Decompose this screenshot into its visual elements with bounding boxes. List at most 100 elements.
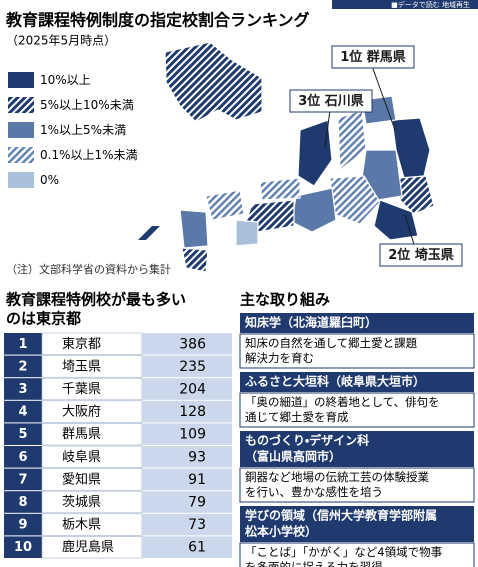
rank: 4: [18, 405, 27, 420]
initiatives-title: 主な取り組み: [240, 291, 330, 309]
map-label-box: [331, 45, 415, 69]
initiative-heading-bg: [240, 431, 474, 467]
school-count: 93: [188, 449, 206, 465]
prefecture: 千葉県: [62, 382, 101, 397]
rank: 8: [18, 495, 27, 510]
school-count: 61: [188, 540, 206, 556]
legend-label: 5%以上10%未満: [40, 98, 134, 112]
map: [164, 41, 435, 273]
initiative-heading: 学びの領域（信州大学教育学部附属: [245, 508, 437, 523]
note: （注）文部科学省の資料から集計: [6, 262, 171, 276]
school-count: 109: [179, 427, 206, 443]
rank-cell: [4, 378, 42, 400]
value-cell: [142, 355, 232, 378]
initiative-heading-bg: [240, 506, 474, 542]
legend-swatch: [8, 97, 34, 113]
initiative-body: 「ことば」「かがく」など4領域で物事: [245, 545, 442, 559]
legend-label: 10%以上: [40, 73, 91, 87]
rank: 5: [18, 427, 27, 442]
initiative-body-bg: [239, 467, 475, 503]
rank-cell: [4, 423, 42, 445]
prefecture: 愛知県: [62, 471, 101, 487]
legend-label: 0%: [40, 173, 59, 187]
value-cell: [142, 333, 232, 355]
okinawa-inset-marker: [138, 226, 160, 240]
school-count: 79: [188, 495, 206, 511]
rank: 3: [18, 382, 27, 397]
value-cell: [142, 423, 232, 445]
ranking-title: のは東京都: [6, 310, 81, 328]
initiative-body-bg: [239, 542, 475, 567]
initiative-heading: ものづくり・デザイン科: [245, 433, 369, 448]
prefecture: 茨城県: [62, 495, 101, 510]
title: 教育課程特例制度の指定校割合ランキング: [5, 11, 310, 30]
initiative-body: 通じて郷土愛を育成: [245, 410, 349, 424]
banner: ■データで読む 地域再生: [391, 0, 470, 9]
ranking-title: 教育課程特例校が最も多い: [5, 291, 186, 309]
prefecture: 岐阜県: [62, 449, 101, 465]
map-label: 1位 群馬県: [340, 49, 406, 65]
map-label-box: [289, 89, 373, 113]
initiative-heading-bg: [240, 372, 474, 392]
initiative-body: を行い、豊かな感性を培う: [245, 485, 383, 499]
value-cell: [142, 378, 232, 400]
initiative-body-bg: [239, 392, 475, 428]
initiative-heading: （富山県高岡市）: [245, 449, 341, 464]
value-cell: [142, 446, 232, 468]
rank: 6: [18, 450, 27, 465]
school-count: 204: [179, 382, 206, 398]
prefecture: 群馬県: [62, 427, 101, 442]
rank-cell: [4, 355, 42, 378]
school-count: 73: [188, 517, 206, 533]
banner-bg: [332, 0, 478, 9]
initiative-body: 銅器など地場の伝統工芸の体験授業: [245, 470, 429, 484]
rank: 2: [18, 359, 27, 374]
initiative-heading: ふるさと大垣科（岐阜県大垣市）: [245, 374, 425, 389]
rank-cell: [4, 468, 42, 491]
value-cell: [142, 513, 232, 536]
prefecture: 東京都: [62, 336, 101, 352]
map-label: 3位 石川県: [298, 93, 364, 109]
value-cell: [142, 491, 232, 513]
rank-cell: [4, 400, 42, 423]
prefecture: 大阪府: [62, 405, 101, 420]
rank-cell: [4, 333, 42, 355]
rank-cell: [4, 513, 42, 536]
legend-label: 1%以上5%未満: [40, 123, 126, 137]
initiative-body: 解決力を育む: [245, 351, 314, 365]
initiative-body: 知床の自然を通して郷土愛と課題: [245, 336, 418, 350]
rank-cell: [4, 491, 42, 513]
initiative-heading: 松本小学校）: [245, 524, 317, 539]
value-cell: [142, 536, 232, 558]
rank: 10: [14, 540, 32, 555]
map-label-box: [379, 243, 463, 267]
rank: 9: [18, 518, 27, 533]
rank-cell: [4, 446, 42, 468]
prefecture: 栃木県: [62, 518, 101, 533]
legend-swatch: [8, 172, 34, 188]
school-count: 128: [179, 404, 206, 420]
school-count: 386: [179, 336, 206, 352]
legend-label: 0.1%以上1%未満: [40, 148, 138, 162]
legend-swatch: [8, 147, 34, 163]
prefecture: 鹿児島県: [62, 540, 114, 555]
legend-swatch: [8, 72, 34, 88]
prefecture: 埼玉県: [62, 359, 101, 374]
leader-line: [324, 109, 331, 149]
value-cell: [142, 468, 232, 491]
subtitle: （2025年5月時点）: [6, 34, 116, 48]
initiative-body: 「奥の細道」の終着地として、俳句を: [245, 395, 440, 409]
map-label: 2位 埼玉県: [388, 247, 454, 263]
initiative-body-bg: [239, 333, 475, 369]
initiative-heading: 知床学（北海道羅臼町）: [244, 315, 377, 330]
leader-line: [371, 65, 396, 131]
legend-swatch: [8, 122, 34, 138]
rank: 7: [18, 472, 27, 487]
value-cell: [142, 400, 232, 423]
initiative-body: を多面的に捉える力を習得: [245, 560, 383, 567]
rank: 1: [18, 337, 27, 352]
school-count: 235: [179, 359, 206, 375]
rank-cell: [4, 536, 42, 558]
